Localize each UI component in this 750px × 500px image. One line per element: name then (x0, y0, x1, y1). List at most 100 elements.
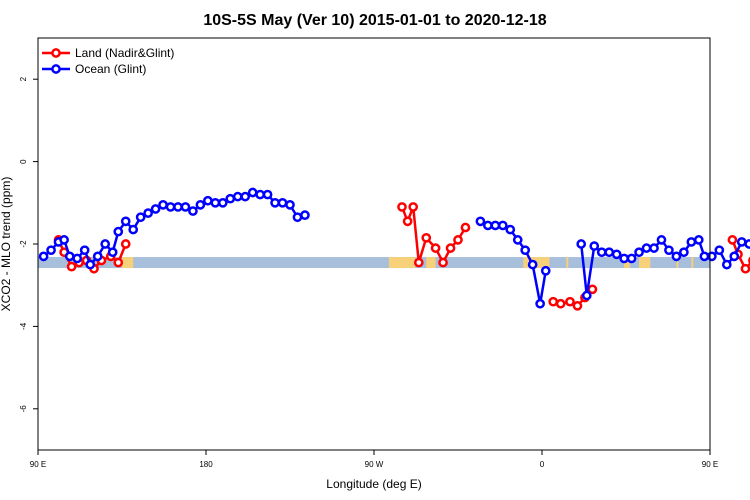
legend: Land (Nadir&Glint) Ocean (Glint) (42, 46, 174, 76)
data-point (565, 296, 575, 307)
legend-label: Ocean (Glint) (75, 62, 146, 76)
data-point (113, 257, 124, 268)
data-point (497, 220, 508, 231)
data-point (679, 247, 689, 258)
series-line (400, 206, 467, 266)
legend-item: Ocean (Glint) (42, 62, 146, 76)
data-point (120, 239, 131, 249)
land-ocean-band (38, 257, 710, 269)
plot-area (37, 37, 750, 451)
data-point (483, 220, 493, 231)
data-point (589, 241, 600, 251)
data-point (671, 251, 682, 262)
data-point (413, 257, 424, 268)
y-tick-label: -2 (19, 240, 28, 248)
data-point (180, 202, 191, 212)
data-point (158, 200, 168, 210)
data-point (38, 251, 49, 262)
data-point (438, 257, 448, 268)
data-point (210, 197, 221, 208)
legend-swatch-marker (51, 64, 61, 74)
data-point (66, 261, 77, 272)
land-band-segment (639, 257, 651, 269)
data-point (397, 202, 407, 212)
land-band-segment (624, 257, 630, 269)
x-axis-label: Longitude (deg E) (326, 477, 421, 491)
data-point (656, 235, 667, 245)
data-point (693, 235, 704, 245)
data-point (270, 197, 280, 208)
data-point (641, 243, 652, 253)
data-point (604, 247, 615, 258)
data-point (113, 226, 124, 237)
land-band-segment (676, 257, 679, 269)
y-tick-label: 0 (19, 159, 28, 164)
data-point (402, 216, 413, 227)
data-point (581, 290, 592, 301)
data-point (165, 202, 176, 212)
data-point (262, 189, 273, 200)
data-point (85, 259, 96, 270)
data-point (548, 296, 559, 307)
data-point (247, 187, 258, 198)
data-point (225, 193, 236, 204)
data-point (572, 300, 583, 311)
data-point (727, 235, 738, 245)
data-point (285, 200, 295, 210)
data-point (686, 237, 697, 247)
x-axis: 90 E 180 90 W 0 90 E (30, 450, 718, 469)
data-point (707, 251, 717, 262)
data-point (217, 197, 228, 208)
data-point (626, 253, 637, 264)
data-point (512, 235, 523, 245)
data-point (135, 212, 146, 223)
data-point (292, 212, 303, 223)
x-tick-label: 90 E (30, 460, 46, 469)
land-band-segment (566, 257, 569, 269)
y-axis-label: XCO2 - MLO trend (ppm) (0, 177, 13, 312)
series-layer (38, 187, 750, 311)
land-band-segment (691, 257, 694, 269)
data-point (535, 298, 545, 309)
series-line (731, 239, 750, 271)
data-point (505, 224, 516, 235)
x-tick-label: 180 (199, 460, 213, 469)
plot-frame (37, 37, 711, 451)
data-point (255, 189, 265, 200)
y-tick-label: 2 (19, 76, 28, 81)
series-ocean (38, 187, 750, 309)
x-tick-label: 90 W (365, 460, 384, 469)
data-point (475, 216, 486, 227)
data-point (729, 251, 740, 262)
data-point (150, 204, 161, 214)
data-point (92, 251, 103, 262)
data-point (664, 245, 674, 256)
data-point (408, 202, 419, 212)
data-point (453, 235, 463, 245)
ocean-band (38, 257, 710, 269)
x-tick-label: 90 E (702, 460, 718, 469)
data-point (195, 200, 206, 210)
data-point (721, 259, 732, 270)
data-point (277, 197, 288, 208)
data-point (232, 191, 243, 202)
x-tick-label: 0 (540, 460, 545, 469)
data-point (619, 253, 629, 264)
legend-label: Land (Nadir&Glint) (75, 46, 174, 60)
data-point (72, 253, 83, 264)
y-tick-label: -4 (19, 322, 28, 330)
chart-title: 10S-5S May (Ver 10) 2015-01-01 to 2020-1… (203, 12, 546, 29)
data-point (421, 232, 432, 243)
land-band-segment (122, 257, 134, 269)
data-point (445, 243, 456, 253)
data-point (460, 222, 471, 233)
data-point (107, 247, 118, 258)
data-point (300, 210, 310, 221)
land-band-segment (426, 257, 436, 269)
data-point (527, 259, 538, 270)
data-point (128, 224, 139, 235)
series-land (53, 202, 750, 311)
y-tick-label: -6 (19, 405, 28, 413)
legend-swatch-marker (51, 48, 61, 58)
